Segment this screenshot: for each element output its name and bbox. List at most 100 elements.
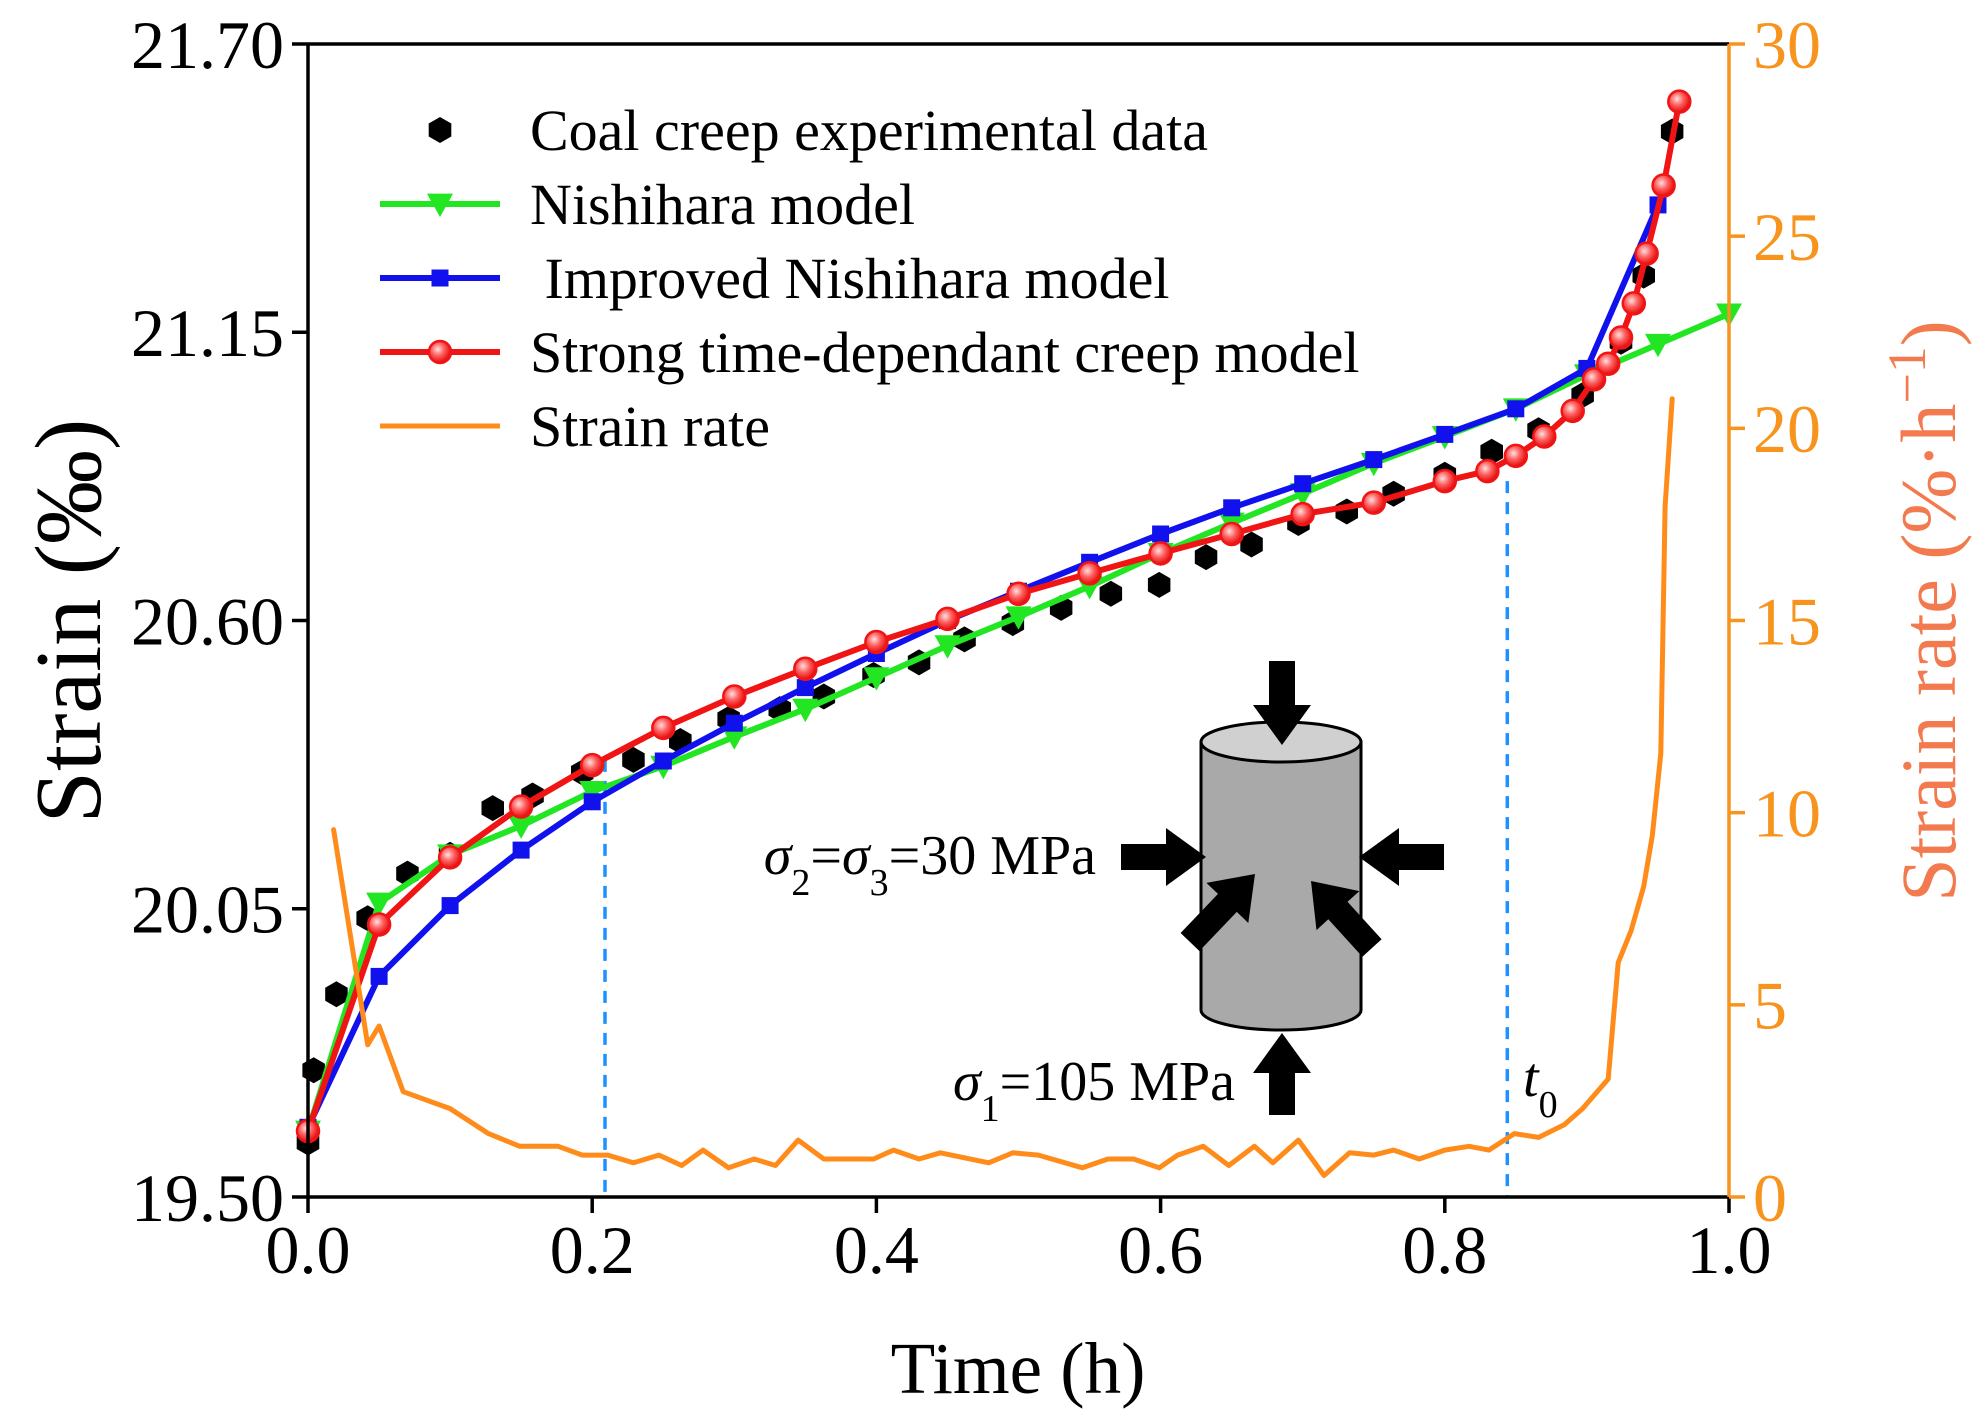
series-strong-time-dependant-point	[935, 606, 960, 632]
x-tick-label: 0.6	[1118, 1212, 1203, 1288]
series-strong-time-dependant-point	[437, 845, 463, 870]
lateral-stress-label-part: 3	[870, 862, 889, 904]
arrow-lateral-left-icon	[1121, 828, 1206, 886]
x-tick-label: 1.0	[1687, 1212, 1772, 1288]
axial-stress-label-part: 1	[981, 1088, 1000, 1130]
lateral-stress-label-part: σ	[764, 825, 794, 887]
series-strong-time-dependant-point	[1667, 89, 1692, 114]
legend-label: Nishihara model	[530, 172, 915, 237]
lateral-stress-label-part: σ	[842, 825, 872, 887]
series-improved-nishihara-point	[512, 841, 530, 859]
legend-label: Improved Nishihara model	[530, 246, 1169, 311]
series-nishihara-point	[863, 667, 890, 691]
series-strong-time-dependant-point	[1595, 351, 1621, 376]
legend-label: Strong time-dependant creep model	[530, 320, 1359, 385]
y-axis-title-right-main: Strain rate (%·h	[1885, 404, 1972, 902]
series-strain-rate-line	[331, 396, 1675, 1178]
y-left-tick-label: 21.70	[131, 7, 284, 83]
series-improved-nishihara-point	[725, 714, 743, 732]
t0-label: t0	[1523, 1047, 1558, 1126]
series-experimental-point	[481, 795, 504, 822]
series-strong-time-dependant-point	[1475, 458, 1500, 484]
legend-entry-strain-rate: Strain rate	[380, 394, 770, 459]
series-nishihara-point	[508, 815, 535, 839]
series-improved-nishihara-point	[1507, 400, 1525, 418]
y-right-tick-label: 0	[1753, 1160, 1787, 1236]
t0-label-part: t	[1523, 1047, 1540, 1109]
series-nishihara-point	[1005, 606, 1032, 630]
series-strong-time-dependant-point	[1621, 291, 1647, 316]
x-tick-label: 0.0	[266, 1212, 351, 1288]
series-nishihara-point	[792, 698, 819, 723]
legend-entry-nishihara: Nishihara model	[380, 172, 915, 237]
arrow-axial-bottom-icon	[1253, 1033, 1311, 1115]
series-experimental-point	[325, 981, 348, 1008]
series-strong-time-dependant-point	[1077, 561, 1102, 586]
series-strong-time-dependant-point	[1634, 241, 1659, 266]
y-axis-title-left: Strain (‰)	[17, 419, 121, 824]
axial-stress-label-part: =105 MPa	[1000, 1051, 1236, 1113]
series-strong-time-dependant-point	[1006, 581, 1031, 607]
series-improved-nishihara-point	[441, 897, 459, 915]
x-tick-label: 0.4	[834, 1212, 919, 1288]
series-improved-nishihara-point	[370, 967, 388, 985]
series-strong-time-dependant-point	[1432, 468, 1458, 494]
y-left-tick-label: 21.15	[131, 295, 284, 371]
lateral-stress-label-part: =	[810, 825, 842, 887]
series-strong-time-dependant-point	[1651, 173, 1676, 198]
y-left-tick-label: 19.50	[131, 1160, 284, 1236]
series-experimental-point	[1147, 571, 1171, 598]
y-right-tick-label: 20	[1753, 391, 1821, 467]
series-strong-time-dependant-point	[864, 629, 889, 655]
series-improved-nishihara-point	[583, 793, 601, 811]
series-experimental-point	[1099, 580, 1123, 607]
arrow-lateral-right-icon	[1359, 828, 1444, 886]
series-experimental-point	[1240, 531, 1263, 558]
axes: 0.0 0.2 0.4 0.6 0.8 1.019.5020.0520.6021.1521…	[131, 7, 1821, 1288]
arrow-lateral-front-left-icon	[1180, 874, 1255, 951]
series-nishihara-point	[934, 635, 961, 659]
legend-swatch-marker	[427, 339, 453, 365]
y-right-tick-label: 5	[1753, 968, 1787, 1044]
legend-label: Strain rate	[530, 394, 770, 459]
axial-stress-label: σ1=105 MPa	[953, 1051, 1235, 1130]
y-axis-title-right: Strain rate (%·h−1)	[1877, 320, 1972, 902]
series-strong-time-dependant-point	[579, 752, 605, 778]
y-right-tick-label: 30	[1753, 7, 1821, 83]
series-strong-time-dependant-point	[1148, 541, 1173, 566]
y-right-tick-label: 15	[1753, 583, 1821, 659]
series-improved-nishihara-point	[1365, 451, 1383, 469]
series-strong-time-dependant-point	[1503, 443, 1529, 469]
series-experimental-point	[1194, 544, 1218, 571]
specimen-inset	[1121, 661, 1444, 1115]
legend: Coal creep experimental data Nishihara mo…	[380, 98, 1359, 459]
t0-label-part: 0	[1539, 1084, 1558, 1126]
series-improved-nishihara-point	[654, 752, 672, 770]
y-axis-title-right-superscript: −1	[1877, 346, 1937, 403]
y-axis-title-right-close: )	[1885, 320, 1972, 346]
series-improved-nishihara-point	[1436, 425, 1454, 443]
series-improved-nishihara-point	[796, 679, 814, 697]
series-strong-time-dependant-point	[793, 656, 818, 681]
series-strong-time-dependant-point	[1608, 325, 1634, 350]
series-strong-time-dependant-point	[508, 794, 534, 819]
series-nishihara-point	[721, 726, 748, 750]
y-left-tick-label: 20.60	[131, 583, 284, 659]
series-strong-time-dependant-point	[1560, 398, 1585, 424]
series-strong-time-dependant-line	[305, 98, 1683, 1134]
y-left-tick-label: 20.05	[131, 872, 284, 948]
series-strong-time-dependant-point	[722, 684, 747, 709]
x-axis-title: Time (h)	[891, 1328, 1146, 1409]
legend-swatch-marker	[428, 117, 452, 143]
lateral-stress-label: σ2=σ3=30 MPa	[764, 825, 1096, 904]
reference-lines	[603, 481, 1510, 1197]
series-nishihara-point	[366, 892, 393, 916]
lateral-stress-label-part: 2	[791, 862, 810, 904]
series-strong-time-dependant-point	[1532, 424, 1557, 449]
series-nishihara-point	[579, 781, 606, 805]
series-improved-nishihara-point	[1223, 499, 1241, 517]
legend-swatch-marker	[431, 269, 449, 287]
